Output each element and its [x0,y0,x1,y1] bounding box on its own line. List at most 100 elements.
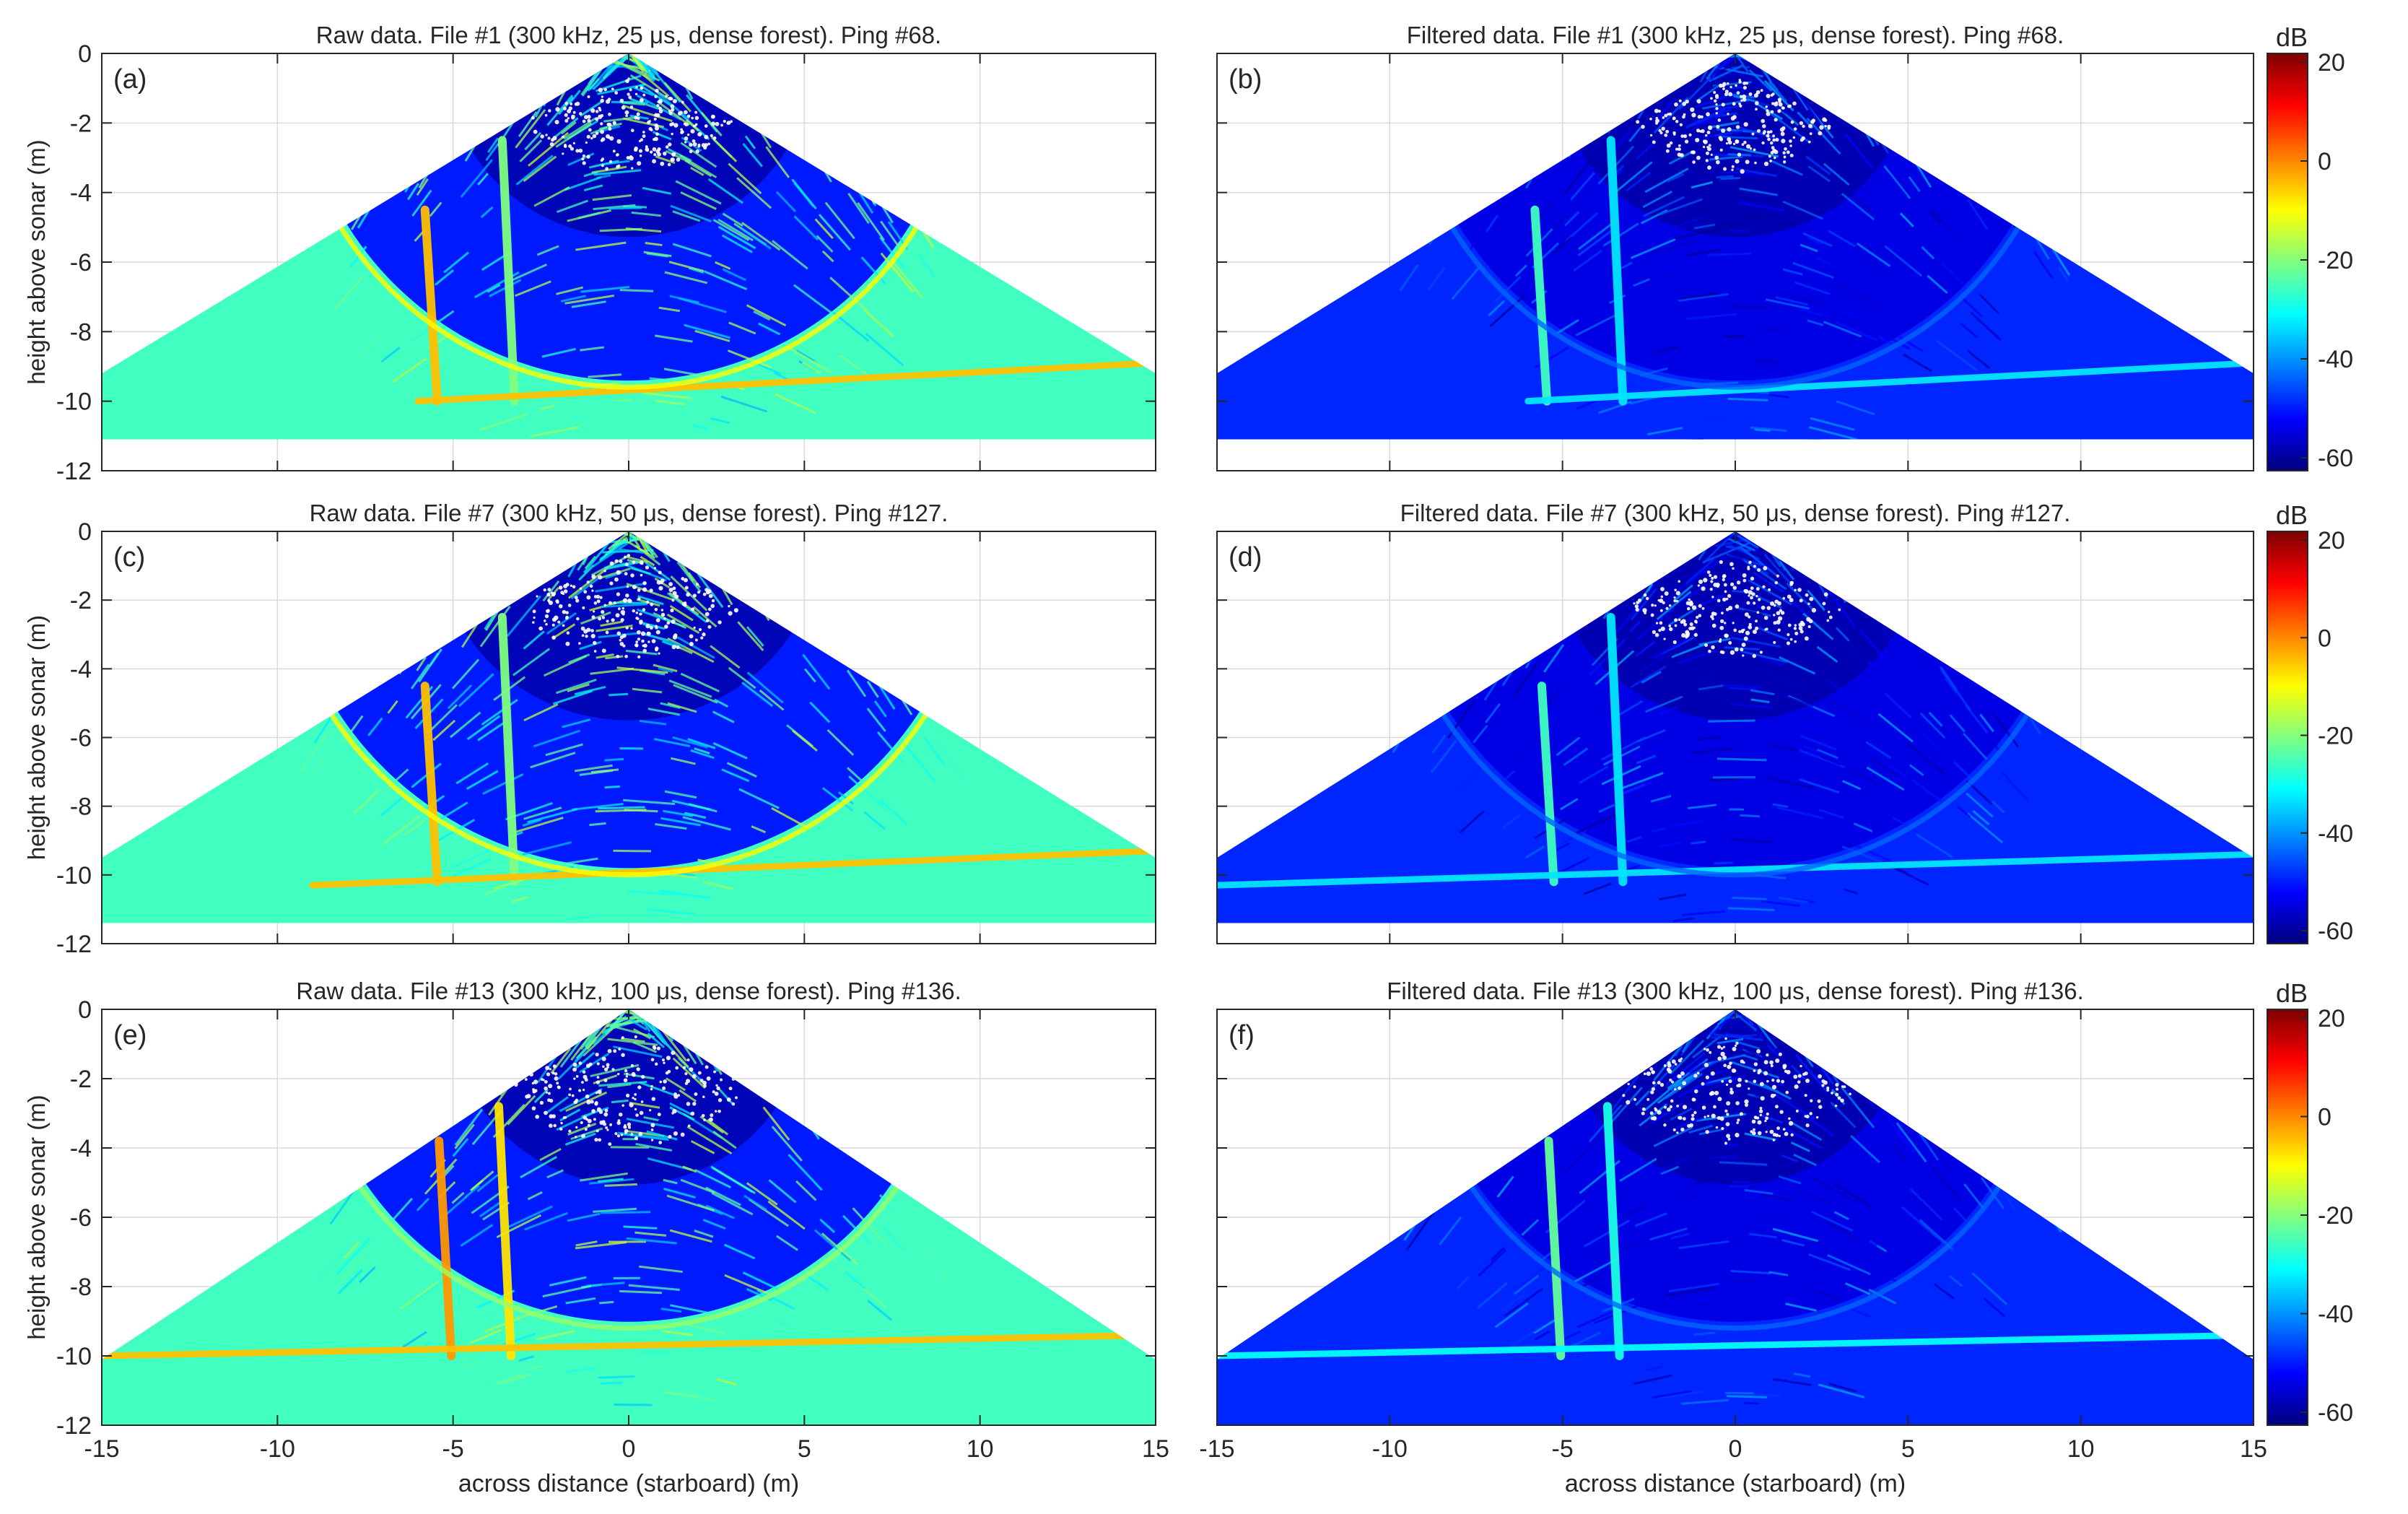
speckle-streak [1781,1154,1799,1163]
speckle-streak [552,689,593,705]
saturated-dot [545,622,548,626]
speckle-streak [479,1201,501,1217]
speckle-streak [595,809,647,813]
trunk-echo [497,136,519,406]
speckle-streak [684,323,730,339]
saturated-dot [1837,1096,1841,1100]
speckle-streak [1705,531,1741,562]
speckle-streak [774,393,816,414]
saturated-dot [1678,1116,1681,1120]
saturated-dot [1711,576,1714,580]
speckle-streak [1979,713,1994,733]
speckle-streak [1583,882,1613,895]
saturated-dot [1787,632,1790,637]
saturated-dot [614,559,619,563]
saturated-dot [1768,155,1771,158]
speckle-streak [1716,757,1767,762]
saturated-dot [1719,148,1723,152]
saturated-dot [681,577,685,581]
saturated-dot [1715,582,1720,588]
speckle-streak [588,373,622,378]
speckle-streak [1644,168,1689,193]
saturated-dot [1799,599,1803,603]
saturated-dot [680,128,683,131]
saturated-dot [634,643,639,648]
saturated-dot [600,122,603,126]
saturated-dot [728,604,730,608]
saturated-dot [1772,614,1776,617]
saturated-dot [1782,596,1786,600]
saturated-dot [624,572,628,576]
saturated-dot [1649,117,1652,121]
speckle-streak [712,741,748,760]
speckle-streak [1800,243,1818,253]
speckle-streak [1698,1128,1723,1136]
saturated-dot [1686,606,1691,611]
speckle-streak [873,700,887,718]
saturated-dot [625,1075,628,1078]
speckle-streak [852,1207,887,1245]
speckle-streak [647,708,681,716]
saturated-dot [1657,109,1662,113]
saturated-dot [1690,150,1694,155]
speckle-streak [487,137,500,153]
speckle-streak [593,1027,611,1045]
saturated-dot [1678,580,1681,583]
saturated-dot [596,594,601,599]
speckle-streak [607,1037,658,1046]
saturated-dot [559,1127,563,1131]
saturated-dot [575,1074,579,1078]
speckle-streak [452,1138,469,1157]
saturated-dot [1800,630,1804,634]
speckle-streak [1747,1214,1787,1222]
speckle-streak [1478,1249,1507,1277]
saturated-dot [533,616,536,619]
saturated-dot [702,632,706,637]
saturated-dot [638,1131,643,1136]
y-tick-label: 0 [78,40,92,68]
speckle-streak [598,1081,647,1087]
saturated-dot [1755,626,1759,630]
saturated-dot [1701,1082,1705,1086]
saturated-dot [1721,1079,1724,1083]
saturated-dot [600,98,604,103]
saturated-dot [608,1142,612,1147]
saturated-dot [686,1079,691,1084]
colorbar-tick-label: -40 [2318,346,2353,373]
saturated-dot [1750,596,1753,600]
saturated-dot [1727,1064,1732,1069]
saturated-dot [667,162,671,167]
saturated-dot [1748,1087,1750,1090]
saturated-dot [1663,1123,1667,1127]
saturated-dot [1649,134,1653,137]
saturated-dot [1776,574,1779,578]
speckle-streak [466,715,501,741]
saturated-dot [1646,1097,1650,1101]
speckle-streak [1630,588,1657,621]
saturated-dot [1824,124,1827,128]
speckle-streak [1698,684,1724,691]
saturated-dot [1737,152,1742,157]
colorbar-frame [2267,53,2308,471]
speckle-streak [623,205,647,209]
speckle-streak [1836,284,1878,307]
saturated-dot [526,1094,531,1099]
saturated-dot [697,131,702,137]
saturated-dot [601,648,606,653]
saturated-dot [621,612,625,616]
speckle-streak [1794,281,1831,295]
saturated-dot [1793,1074,1798,1079]
saturated-dot [668,587,673,592]
saturated-dot [1773,604,1776,607]
speckle-streak [614,1025,655,1039]
saturated-dot [672,99,677,104]
saturated-dot [636,630,641,635]
saturated-dot [650,150,653,154]
speckle-streak [824,201,855,240]
speckle-streak [1710,1034,1758,1039]
speckle-streak [380,796,403,817]
speckle-streak [1811,1211,1854,1232]
speckle-streak [619,548,644,554]
